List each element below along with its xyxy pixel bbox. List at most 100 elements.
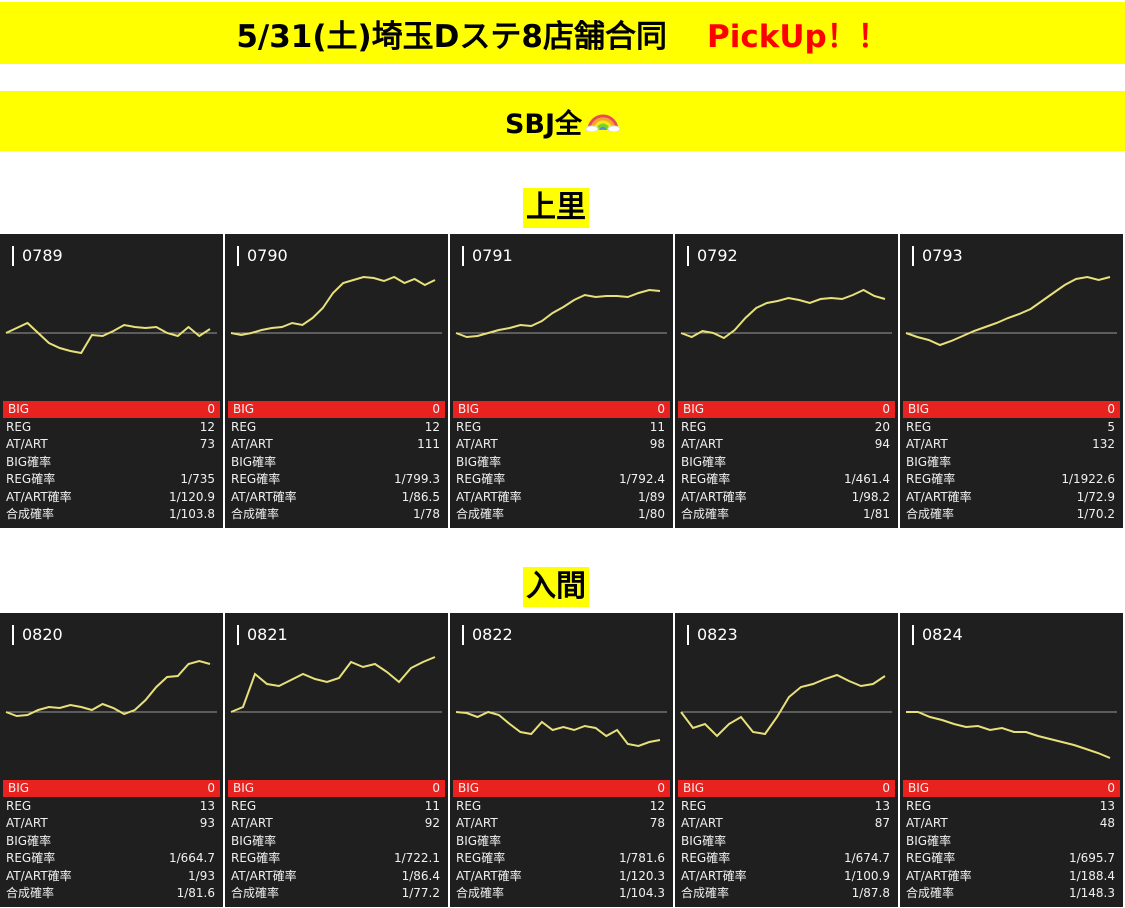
stat-row-big-rate: BIG確率 xyxy=(906,454,1115,471)
stat-value: 92 xyxy=(424,816,440,830)
payout-graph xyxy=(455,288,667,339)
stat-label: AT/ART xyxy=(681,816,723,830)
stat-row-at-rate: AT/ART確率 1/120.3 xyxy=(456,868,665,885)
stat-row-big-rate: BIG確率 xyxy=(681,454,890,471)
stat-value: 11 xyxy=(649,420,665,434)
machine-card: 0821 BIG 0 REG 11 AT/ART 92 BIG確率 REG確率 1/722.1 AT… xyxy=(225,613,448,907)
stat-label: BIG確率 xyxy=(906,834,952,848)
stat-value: 0 xyxy=(432,781,440,795)
stat-value: 1/100.9 xyxy=(843,869,890,883)
machine-number: 0820 xyxy=(12,625,63,645)
machine-number: 0821 xyxy=(237,625,288,645)
stat-value: 1/81.6 xyxy=(176,886,215,900)
machine-card: 0822 BIG 0 REG 12 AT/ART 78 BIG確率 REG確率 1/781.6 AT… xyxy=(450,613,673,907)
stat-value: 1/735 xyxy=(180,472,215,486)
payout-graph xyxy=(680,673,892,738)
stat-value: 1/120.3 xyxy=(618,869,665,883)
stat-value: 5 xyxy=(1107,420,1115,434)
stat-label: 合成確率 xyxy=(6,886,55,900)
stat-label: BIG xyxy=(683,402,705,416)
stat-label: REG確率 xyxy=(906,472,956,486)
stat-label: REG xyxy=(681,420,707,434)
stat-label: AT/ART xyxy=(681,437,723,451)
stat-label: AT/ART xyxy=(6,437,48,451)
stat-value: 0 xyxy=(882,781,890,795)
machine-number: 0790 xyxy=(237,246,288,266)
stat-row-big-rate: BIG確率 xyxy=(681,833,890,850)
stat-value: 1/148.3 xyxy=(1068,886,1115,900)
stat-row-total-rate: 合成確率 1/148.3 xyxy=(906,885,1115,902)
stat-row-big-rate: BIG確率 xyxy=(231,454,440,471)
graph-line xyxy=(680,673,886,738)
stat-label: REG xyxy=(6,799,32,813)
stat-row-reg-rate: REG確率 1/664.7 xyxy=(6,850,215,867)
stat-label: 合成確率 xyxy=(456,886,505,900)
stat-row-total-rate: 合成確率 1/77.2 xyxy=(231,885,440,902)
payout-graph xyxy=(230,656,442,713)
stat-label: 合成確率 xyxy=(231,507,280,521)
graph-line xyxy=(230,656,436,713)
stat-row-reg: REG 12 xyxy=(456,798,665,815)
stat-value: 1/80 xyxy=(638,507,665,521)
stat-label: REG確率 xyxy=(456,851,506,865)
stat-label: AT/ART xyxy=(906,816,948,830)
stat-row-big: BIG 0 xyxy=(903,780,1120,797)
stat-row-at-rate: AT/ART確率 1/120.9 xyxy=(6,489,215,506)
machine-number: 0824 xyxy=(912,625,963,645)
stat-label: 合成確率 xyxy=(906,507,955,521)
stat-row-reg: REG 13 xyxy=(681,798,890,815)
stat-row-total-rate: 合成確率 1/81.6 xyxy=(6,885,215,902)
graph-line xyxy=(455,288,661,339)
payout-graph xyxy=(5,321,217,355)
stat-label: 合成確率 xyxy=(231,886,280,900)
stat-label: AT/ART確率 xyxy=(231,490,297,504)
stat-label: REG確率 xyxy=(6,472,56,486)
stat-row-big: BIG 0 xyxy=(228,401,445,418)
machine-group-iruma: 0820 BIG 0 REG 13 AT/ART 93 BIG確率 REG確率 1/664.7 AT… xyxy=(0,613,1125,907)
stat-row-reg-rate: REG確率 1/735 xyxy=(6,471,215,488)
stat-label: AT/ART xyxy=(231,816,273,830)
stat-value: 13 xyxy=(199,799,215,813)
stat-label: BIG確率 xyxy=(6,834,52,848)
stat-value: 0 xyxy=(657,781,665,795)
stat-row-at: AT/ART 98 xyxy=(456,436,665,453)
stat-value: 1/120.9 xyxy=(168,490,215,504)
stat-value: 1/664.7 xyxy=(168,851,215,865)
stat-label: REG確率 xyxy=(681,851,731,865)
stat-value: 48 xyxy=(1099,816,1115,830)
stat-value: 98 xyxy=(649,437,665,451)
stat-row-big: BIG 0 xyxy=(678,401,895,418)
stat-label: REG確率 xyxy=(681,472,731,486)
stat-label: BIG確率 xyxy=(456,834,502,848)
stat-value: 1/87.8 xyxy=(851,886,890,900)
stat-value: 94 xyxy=(874,437,890,451)
stat-value: 0 xyxy=(207,781,215,795)
subtitle: SBJ全 xyxy=(504,108,583,140)
stat-row-at: AT/ART 93 xyxy=(6,815,215,832)
stat-label: BIG確率 xyxy=(6,455,52,469)
stat-label: REG xyxy=(231,799,257,813)
stat-value: 11 xyxy=(424,799,440,813)
stat-row-big: BIG 0 xyxy=(678,780,895,797)
stat-label: BIG xyxy=(683,781,705,795)
stat-label: REG xyxy=(456,420,482,434)
stat-label: BIG確率 xyxy=(681,834,727,848)
stat-row-at-rate: AT/ART確率 1/188.4 xyxy=(906,868,1115,885)
stat-row-big-rate: BIG確率 xyxy=(456,833,665,850)
stat-row-reg: REG 11 xyxy=(456,419,665,436)
graph-line xyxy=(906,711,1111,759)
stat-label: BIG確率 xyxy=(456,455,502,469)
stat-value: 93 xyxy=(199,816,215,830)
stat-row-at-rate: AT/ART確率 1/89 xyxy=(456,489,665,506)
stat-label: AT/ART確率 xyxy=(6,490,72,504)
stat-value: 1/81 xyxy=(863,507,890,521)
stat-value: 1/104.3 xyxy=(618,886,665,900)
stat-label: 合成確率 xyxy=(906,886,955,900)
stat-label: 合成確率 xyxy=(456,507,505,521)
stat-value: 73 xyxy=(199,437,215,451)
stat-label: BIG xyxy=(908,781,930,795)
stat-value: 1/695.7 xyxy=(1068,851,1115,865)
stat-row-reg-rate: REG確率 1/781.6 xyxy=(456,850,665,867)
stat-label: BIG xyxy=(908,402,930,416)
stat-row-at: AT/ART 48 xyxy=(906,815,1115,832)
